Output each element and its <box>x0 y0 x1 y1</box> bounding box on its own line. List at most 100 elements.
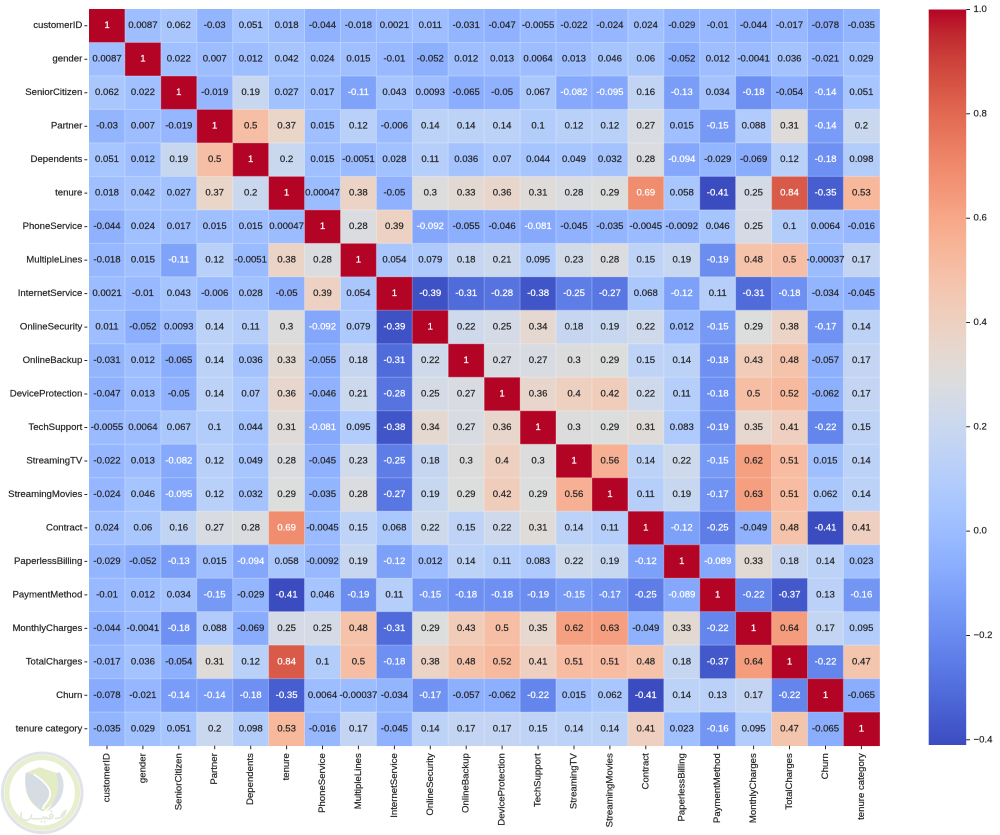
svg-text:StreamingMovies: StreamingMovies <box>8 489 82 500</box>
svg-text:0.22: 0.22 <box>636 322 655 333</box>
svg-text:-0.05: -0.05 <box>491 87 513 98</box>
svg-text:-0.024: -0.024 <box>93 489 121 500</box>
svg-text:0.22: 0.22 <box>672 456 691 467</box>
svg-text:0.046: 0.046 <box>310 589 334 600</box>
svg-text:PaperlessBilling: PaperlessBilling <box>14 556 82 567</box>
svg-text:-0.006: -0.006 <box>381 121 408 132</box>
svg-text:0.48: 0.48 <box>780 355 799 366</box>
svg-text:0.14: 0.14 <box>421 121 440 132</box>
svg-text:-0.0092: -0.0092 <box>666 221 699 232</box>
svg-text:0.53: 0.53 <box>852 188 871 199</box>
svg-text:-0.03: -0.03 <box>204 20 226 31</box>
svg-text:0.47: 0.47 <box>852 656 871 667</box>
svg-text:0.17: 0.17 <box>349 723 368 734</box>
svg-text:0.62: 0.62 <box>744 456 763 467</box>
svg-text:0.28: 0.28 <box>277 456 296 467</box>
svg-text:0.38: 0.38 <box>349 188 368 199</box>
svg-text:-0.029: -0.029 <box>93 556 120 567</box>
svg-text:0.043: 0.043 <box>382 87 406 98</box>
svg-text:0.007: 0.007 <box>131 121 155 132</box>
svg-text:0.032: 0.032 <box>239 489 263 500</box>
svg-text:-0.28: -0.28 <box>383 389 405 400</box>
svg-text:-0.019: -0.019 <box>201 87 228 98</box>
svg-text:1: 1 <box>643 522 648 533</box>
svg-text:0.15: 0.15 <box>852 422 871 433</box>
svg-text:0.22: 0.22 <box>457 322 476 333</box>
svg-text:0.015: 0.015 <box>310 121 334 132</box>
svg-text:-0.035: -0.035 <box>309 489 336 500</box>
svg-text:-0.28: -0.28 <box>491 288 513 299</box>
svg-text:-0.0041: -0.0041 <box>737 54 770 65</box>
svg-text:0.33: 0.33 <box>744 556 763 567</box>
svg-text:MonthlyCharges: MonthlyCharges <box>748 753 759 823</box>
svg-text:0.012: 0.012 <box>670 322 694 333</box>
svg-text:0.11: 0.11 <box>601 522 619 533</box>
svg-text:0.36: 0.36 <box>493 188 512 199</box>
svg-text:-0.082: -0.082 <box>560 87 587 98</box>
svg-text:0.0064: 0.0064 <box>308 690 338 701</box>
svg-text:0.53: 0.53 <box>277 723 296 734</box>
svg-text:-0.17: -0.17 <box>707 489 729 500</box>
svg-text:0.11: 0.11 <box>493 556 511 567</box>
svg-text:-0.18: -0.18 <box>815 154 837 165</box>
svg-text:-0.27: -0.27 <box>383 489 405 500</box>
svg-text:-0.019: -0.019 <box>165 121 192 132</box>
svg-text:-0.052: -0.052 <box>129 556 156 567</box>
svg-text:0.12: 0.12 <box>601 121 620 132</box>
svg-text:0.044: 0.044 <box>239 422 264 433</box>
svg-text:-0.062: -0.062 <box>812 389 839 400</box>
svg-text:0.1: 0.1 <box>531 121 544 132</box>
svg-text:0.15: 0.15 <box>636 255 655 266</box>
svg-text:0.046: 0.046 <box>706 221 730 232</box>
svg-text:0.0021: 0.0021 <box>380 20 409 31</box>
svg-text:tenure category: tenure category <box>16 723 83 734</box>
svg-text:0.48: 0.48 <box>744 255 763 266</box>
svg-text:0.17: 0.17 <box>493 723 512 734</box>
svg-text:0.39: 0.39 <box>385 221 404 232</box>
svg-text:0.0087: 0.0087 <box>92 54 121 65</box>
svg-text:0.017: 0.017 <box>167 221 191 232</box>
svg-text:0.007: 0.007 <box>203 54 227 65</box>
svg-text:0.095: 0.095 <box>526 255 550 266</box>
svg-text:0.22: 0.22 <box>493 522 512 533</box>
svg-text:0.022: 0.022 <box>167 54 191 65</box>
svg-text:-0.35: -0.35 <box>815 188 837 199</box>
svg-text:0.18: 0.18 <box>780 556 799 567</box>
svg-text:0.31: 0.31 <box>529 188 548 199</box>
svg-text:0.63: 0.63 <box>744 489 763 500</box>
svg-text:0.42: 0.42 <box>601 389 620 400</box>
svg-text:-0.18: -0.18 <box>491 589 513 600</box>
svg-text:0.14: 0.14 <box>816 556 835 567</box>
svg-text:0.21: 0.21 <box>493 255 512 266</box>
svg-text:0.64: 0.64 <box>780 623 799 634</box>
svg-text:-0.13: -0.13 <box>671 87 693 98</box>
svg-text:0.14: 0.14 <box>205 322 224 333</box>
svg-text:0.31: 0.31 <box>780 121 799 132</box>
svg-text:0.25: 0.25 <box>744 188 763 199</box>
svg-text:0.12: 0.12 <box>565 121 584 132</box>
svg-text:-0.14: -0.14 <box>204 690 227 701</box>
svg-text:0.4: 0.4 <box>495 456 509 467</box>
svg-text:-0.05: -0.05 <box>383 188 405 199</box>
svg-text:-0.00037: -0.00037 <box>339 690 377 701</box>
svg-text:-0.11: -0.11 <box>168 255 189 266</box>
svg-text:1: 1 <box>859 723 864 734</box>
svg-text:0.23: 0.23 <box>565 255 584 266</box>
svg-text:-0.22: -0.22 <box>707 623 729 634</box>
svg-text:0.28: 0.28 <box>601 255 620 266</box>
svg-text:0.015: 0.015 <box>562 690 586 701</box>
svg-text:-0.41: -0.41 <box>815 522 837 533</box>
svg-text:0.036: 0.036 <box>454 154 478 165</box>
svg-text:-0.25: -0.25 <box>707 522 729 533</box>
svg-text:-0.049: -0.049 <box>632 623 659 634</box>
svg-text:-0.0045: -0.0045 <box>630 221 663 232</box>
svg-text:-0.052: -0.052 <box>417 54 444 65</box>
svg-text:Partner: Partner <box>209 752 220 784</box>
svg-text:-0.39: -0.39 <box>383 322 405 333</box>
svg-text:0.06: 0.06 <box>636 54 655 65</box>
svg-text:0.015: 0.015 <box>203 221 227 232</box>
svg-text:DeviceProtection: DeviceProtection <box>497 753 508 826</box>
svg-text:-0.035: -0.035 <box>93 723 120 734</box>
svg-text:-0.13: -0.13 <box>168 556 190 567</box>
svg-text:-0.031: -0.031 <box>93 355 120 366</box>
